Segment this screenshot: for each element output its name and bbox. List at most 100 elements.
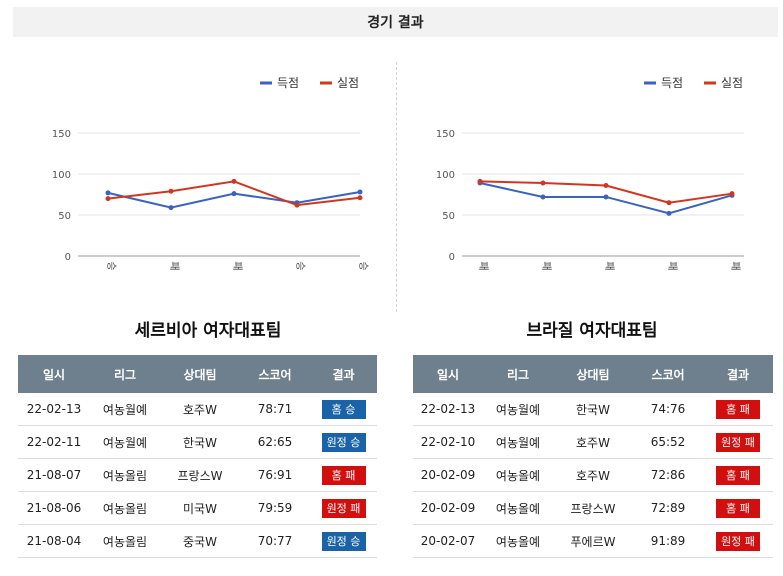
data-point [168, 205, 174, 211]
x-tick-label: 패 [231, 261, 243, 270]
match-date: 21-08-06 [18, 491, 90, 525]
column-header: 스코어 [240, 355, 310, 393]
legend-conceded-label: 실점 [337, 76, 359, 90]
column-header: 결과 [310, 355, 377, 393]
opponent-name: 중국W [160, 524, 240, 558]
data-point [357, 189, 363, 195]
table-row: 22-02-11 여농월예 한국W 62:65 원정 승 [18, 425, 377, 459]
results-table-brazil: 일시 리그 상대팀 스코어 결과 22-02-13 여농월예 한국W 74:76 홈 패 22-0… [413, 355, 773, 558]
x-tick-label: 승 [294, 261, 306, 270]
section-title: 경기 결과 [13, 7, 778, 37]
league-name: 여농올예 [483, 491, 553, 525]
table-row: 21-08-06 여농올림 미국W 79:59 원정 패 [18, 491, 377, 525]
opponent-name: 프랑스W [553, 491, 633, 525]
y-tick-label: 50 [442, 211, 455, 222]
result-badge: 홈 패 [716, 465, 760, 485]
result-badge: 홈 패 [716, 498, 760, 518]
match-date: 22-02-13 [18, 393, 90, 426]
x-tick-label: 패 [477, 261, 489, 270]
table-header-row: 일시 리그 상대팀 스코어 결과 [18, 355, 377, 393]
y-tick-label: 0 [65, 252, 71, 263]
result-cell: 홈 패 [703, 458, 773, 492]
opponent-name: 미국W [160, 491, 240, 525]
x-tick-label: 패 [540, 261, 552, 270]
opponent-name: 호주W [160, 393, 240, 426]
league-name: 여농월예 [483, 393, 553, 426]
y-tick-label: 50 [58, 211, 71, 222]
table-row: 20-02-09 여농올예 호주W 72:86 홈 패 [413, 458, 773, 492]
match-score: 72:86 [633, 458, 703, 492]
data-point [357, 195, 363, 201]
match-date: 21-08-04 [18, 524, 90, 558]
opponent-name: 프랑스W [160, 458, 240, 492]
data-point [540, 194, 546, 200]
table-row: 21-08-07 여농올림 프랑스W 76:91 홈 패 [18, 458, 377, 492]
result-cell: 원정 패 [703, 524, 773, 558]
match-date: 22-02-10 [413, 425, 483, 459]
table-header-row: 일시 리그 상대팀 스코어 결과 [413, 355, 773, 393]
data-point [666, 210, 672, 216]
league-name: 여농월예 [483, 425, 553, 459]
result-cell: 원정 패 [310, 491, 377, 525]
result-badge: 원정 승 [321, 531, 366, 551]
x-tick-label: 승 [105, 261, 117, 270]
match-score: 91:89 [633, 524, 703, 558]
match-score: 62:65 [240, 425, 310, 459]
legend-scored-label: 득점 [661, 76, 683, 90]
legend-scored-label: 득점 [277, 76, 299, 90]
divider [396, 62, 397, 312]
league-name: 여농올예 [483, 458, 553, 492]
data-point [168, 188, 174, 194]
data-point [540, 180, 546, 186]
data-point [477, 178, 483, 184]
league-name: 여농올림 [90, 491, 160, 525]
result-cell: 원정 승 [310, 524, 377, 558]
match-date: 20-02-07 [413, 524, 483, 558]
x-tick-label: 패 [168, 261, 180, 270]
results-chart-serbia: 득점 실점 0 50 100 150 승 패 패 승 승 [18, 60, 398, 290]
match-score: 79:59 [240, 491, 310, 525]
y-tick-label: 150 [52, 129, 71, 140]
data-point [729, 191, 735, 197]
result-badge: 홈 패 [321, 465, 366, 485]
data-point [105, 190, 111, 196]
table-row: 22-02-10 여농월예 호주W 65:52 원정 패 [413, 425, 773, 459]
opponent-name: 호주W [553, 458, 633, 492]
column-header: 결과 [703, 355, 773, 393]
x-tick-label: 패 [666, 261, 678, 270]
match-score: 74:76 [633, 393, 703, 426]
result-cell: 홈 패 [703, 393, 773, 426]
legend-conceded-label: 실점 [721, 76, 743, 90]
y-tick-label: 0 [449, 252, 455, 263]
opponent-name: 한국W [160, 425, 240, 459]
team-name-serbia: 세르비아 여자대표팀 [134, 321, 282, 341]
data-point [231, 191, 237, 197]
team-name-brazil: 브라질 여자대표팀 [526, 321, 658, 341]
match-score: 70:77 [240, 524, 310, 558]
match-date: 20-02-09 [413, 458, 483, 492]
match-date: 22-02-11 [18, 425, 90, 459]
result-cell: 홈 패 [703, 491, 773, 525]
opponent-name: 푸에르W [553, 524, 633, 558]
y-tick-label: 100 [52, 170, 71, 181]
column-header: 일시 [413, 355, 483, 393]
table-row: 21-08-04 여농올림 중국W 70:77 원정 승 [18, 524, 377, 558]
league-name: 여농월예 [90, 425, 160, 459]
result-badge: 원정 패 [321, 498, 366, 518]
league-name: 여농올림 [90, 524, 160, 558]
result-cell: 원정 승 [310, 425, 377, 459]
data-point [666, 200, 672, 206]
league-name: 여농월예 [90, 393, 160, 426]
table-row: 20-02-07 여농올예 푸에르W 91:89 원정 패 [413, 524, 773, 558]
column-header: 리그 [483, 355, 553, 393]
result-cell: 원정 패 [703, 425, 773, 459]
result-badge: 원정 승 [321, 432, 366, 452]
data-point [603, 194, 609, 200]
match-date: 21-08-07 [18, 458, 90, 492]
match-score: 65:52 [633, 425, 703, 459]
x-tick-label: 패 [729, 261, 741, 270]
column-header: 상대팀 [160, 355, 240, 393]
data-point [231, 178, 237, 184]
y-tick-label: 100 [436, 170, 455, 181]
league-name: 여농올림 [90, 458, 160, 492]
